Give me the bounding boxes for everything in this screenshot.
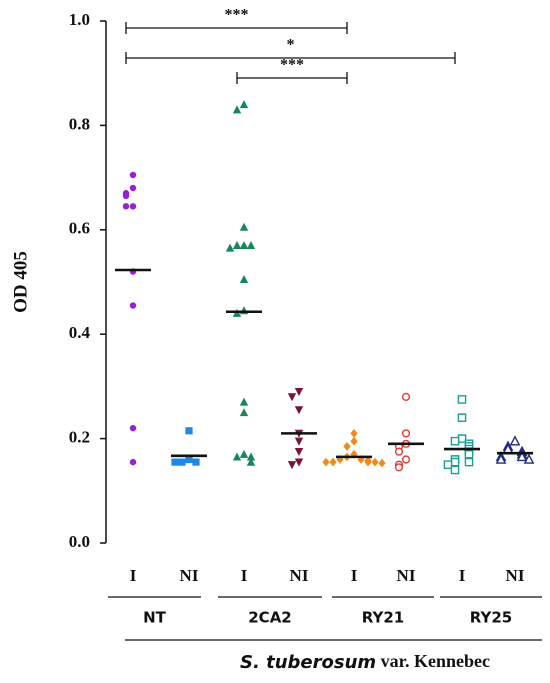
data-point [239,397,249,406]
data-point [343,442,351,451]
y-tick-label: 1.0 [69,10,90,29]
data-point [239,274,249,283]
significance-label: *** [225,7,249,24]
group-label: 2CA2 [248,609,292,627]
data-point [371,457,379,467]
data-point [232,452,242,461]
data-point [495,453,507,464]
data-point [246,457,256,466]
data-point [239,449,249,458]
data-point [239,100,249,109]
data-point [457,413,467,423]
data-point [443,460,453,469]
data-point [322,457,330,467]
data-point [350,428,358,438]
data-point [239,241,249,250]
x-tick-label: I [241,566,248,585]
data-point [129,302,137,309]
y-tick-label: 0.0 [69,532,90,551]
data-point [225,243,235,252]
data-point [232,241,242,250]
data-point [378,458,386,468]
x-tick-label: NI [506,566,525,585]
y-axis-label: OD 405 [10,251,31,313]
data-point [516,450,528,462]
x-axis-label-italic: S. tuberosum [240,652,376,673]
y-tick-label: 0.4 [69,323,91,342]
data-point [129,184,137,192]
data-point [239,306,249,315]
data-point [294,437,304,446]
data-point [129,458,137,466]
data-point [394,463,404,472]
significance-bracket [125,22,348,34]
group-label: RY21 [362,609,404,627]
x-tick-label: I [130,566,137,585]
x-tick-label: NI [290,566,309,585]
data-point [239,408,249,417]
data-point [394,447,404,456]
data-point [294,448,304,457]
data-point [192,458,200,466]
data-point [329,457,337,467]
data-point [364,457,372,467]
y-tick-label: 0.6 [69,219,90,238]
significance-label: * [287,37,295,54]
data-point [185,427,193,435]
x-tick-label: I [459,566,466,585]
data-point [129,424,137,432]
group-label: RY25 [470,609,512,627]
data-point [450,457,460,467]
data-point [185,455,193,464]
data-point [450,436,460,446]
data-point [294,458,304,467]
data-point [457,395,467,404]
data-point [287,461,297,470]
data-point [450,465,460,475]
data-point [178,458,186,466]
data-point [457,434,467,443]
significance-bracket [236,72,348,84]
data-point [294,388,304,397]
data-point [171,458,179,466]
data-point [464,457,474,467]
significance-bracket [125,52,456,64]
x-tick-label: I [351,566,358,585]
data-point [350,436,358,446]
data-point [129,203,137,210]
x-axis-label-rest: var. Kennebec [381,651,490,671]
data-point [122,192,130,200]
data-point [509,435,521,446]
data-point [401,429,411,438]
group-label: NT [143,609,167,627]
data-point [246,452,256,461]
data-point [287,393,297,402]
data-point [294,406,304,415]
y-tick-label: 0.2 [69,428,90,447]
significance-label: *** [280,57,304,74]
data-point [239,222,249,231]
data-point [401,455,411,464]
data-point [464,449,474,459]
x-tick-label: NI [180,566,199,585]
x-axis-label: S. tuberosum var. Kennebec [240,651,490,673]
data-point [129,171,137,179]
data-point [523,453,535,464]
y-tick-label: 0.8 [69,114,90,133]
data-point [401,392,411,401]
data-point [122,203,130,210]
data-point [246,241,256,250]
data-point [232,105,242,114]
x-tick-label: NI [397,566,416,585]
